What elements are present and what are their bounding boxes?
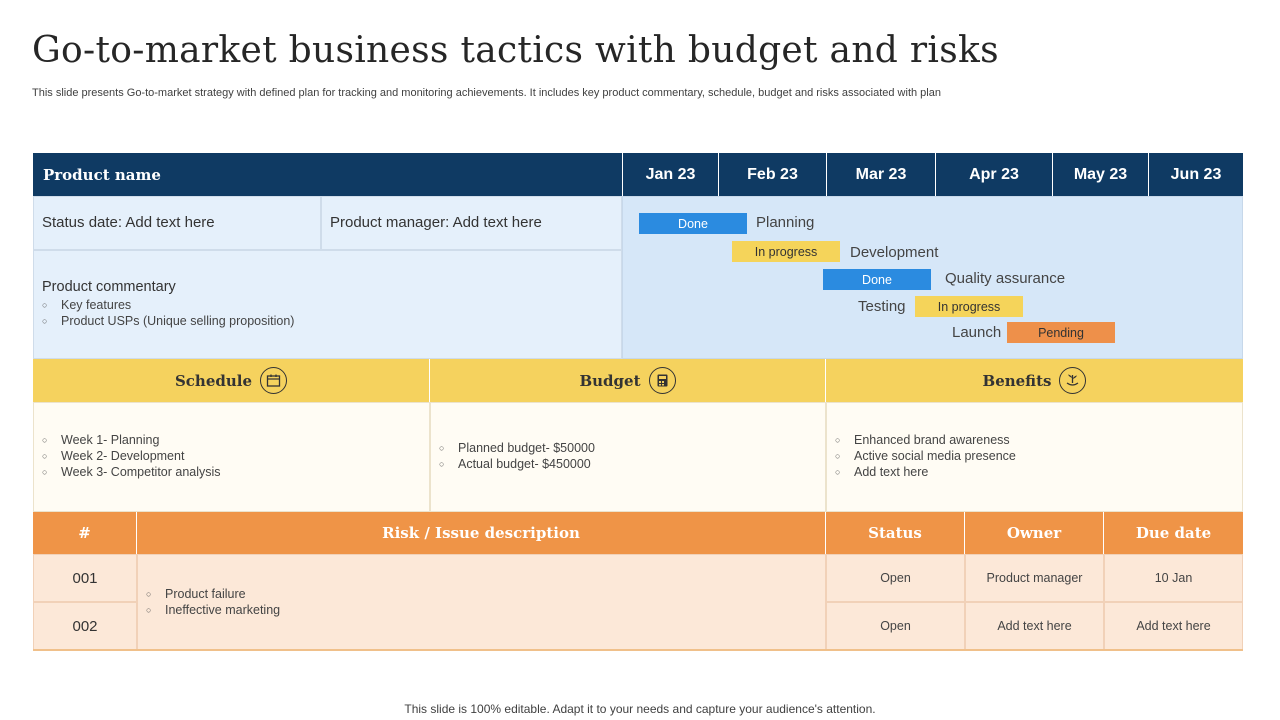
month-header-jun: Jun 23 (1148, 153, 1243, 196)
schedule-item: Week 1- Planning (42, 433, 160, 447)
risk-owner-cell: Product manager (965, 554, 1104, 602)
risk-description-cell (137, 554, 826, 650)
product-commentary-title: Product commentary (42, 279, 176, 295)
benefits-item: Enhanced brand awareness (835, 433, 1010, 447)
budget-title: Budget (579, 371, 641, 390)
risk-due-date-cell: Add text here (1104, 602, 1243, 650)
gantt-label-quality-assurance: Quality assurance (945, 270, 1066, 287)
gantt-bar-planning: Done (639, 213, 747, 234)
risk-header-description: Risk / Issue description (137, 512, 826, 554)
calculator-icon (648, 367, 676, 394)
status-date-text: Status date: Add text here (42, 214, 215, 231)
month-header-apr: Apr 23 (935, 153, 1052, 196)
risk-header-status: Status (826, 512, 965, 554)
gantt-bar-launch: Pending (1007, 322, 1115, 343)
risk-description-item: Product failure (146, 587, 246, 601)
growth-icon (1059, 367, 1087, 394)
product-manager-cell (321, 196, 622, 250)
risk-status-cell: Open (826, 602, 965, 650)
benefits-item: Active social media presence (835, 449, 1016, 463)
gantt-bar-development: In progress (732, 241, 840, 262)
risk-due-date-cell: 10 Jan (1104, 554, 1243, 602)
month-header-jan: Jan 23 (622, 153, 718, 196)
commentary-item: Key features (42, 298, 131, 312)
status-date-cell (33, 196, 321, 250)
benefits-item: Add text here (835, 465, 928, 479)
month-header-feb: Feb 23 (718, 153, 826, 196)
risk-header-due-date: Due date (1104, 512, 1243, 554)
gantt-bar-testing: In progress (915, 296, 1023, 317)
table-bottom-rule (33, 649, 1243, 651)
schedule-header: Schedule (33, 359, 430, 402)
schedule-item: Week 3- Competitor analysis (42, 465, 221, 479)
risk-owner-cell: Add text here (965, 602, 1104, 650)
table-row-num: 002 (33, 602, 137, 650)
page-title: Go-to-market business tactics with budge… (32, 30, 999, 71)
commentary-item: Product USPs (Unique selling proposition… (42, 314, 294, 328)
risk-header-num: # (33, 512, 137, 554)
product-manager-text: Product manager: Add text here (330, 214, 542, 231)
calendar-icon (260, 367, 288, 394)
risk-status-cell: Open (826, 554, 965, 602)
gantt-bar-quality-assurance: Done (823, 269, 931, 290)
schedule-title: Schedule (174, 371, 253, 390)
gantt-label-launch: Launch (952, 324, 1002, 341)
month-header-may: May 23 (1052, 153, 1148, 196)
gantt-label-testing: Testing (858, 298, 906, 315)
benefits-title: Benefits (982, 371, 1052, 390)
table-row-num: 001 (33, 554, 137, 602)
gantt-label-planning: Planning (756, 214, 815, 231)
month-header-mar: Mar 23 (826, 153, 935, 196)
footer-note: This slide is 100% editable. Adapt it to… (404, 702, 876, 716)
page-subtitle: This slide presents Go-to-market strateg… (32, 87, 941, 99)
gantt-label-development: Development (850, 244, 939, 261)
budget-item: Actual budget- $450000 (439, 457, 591, 471)
risk-description-item: Ineffective marketing (146, 603, 280, 617)
risk-header-owner: Owner (965, 512, 1104, 554)
budget-header: Budget (430, 359, 826, 402)
benefits-header: Benefits (826, 359, 1243, 402)
schedule-item: Week 2- Development (42, 449, 185, 463)
budget-item: Planned budget- $50000 (439, 441, 595, 455)
product-name-header: Product name (33, 153, 622, 196)
